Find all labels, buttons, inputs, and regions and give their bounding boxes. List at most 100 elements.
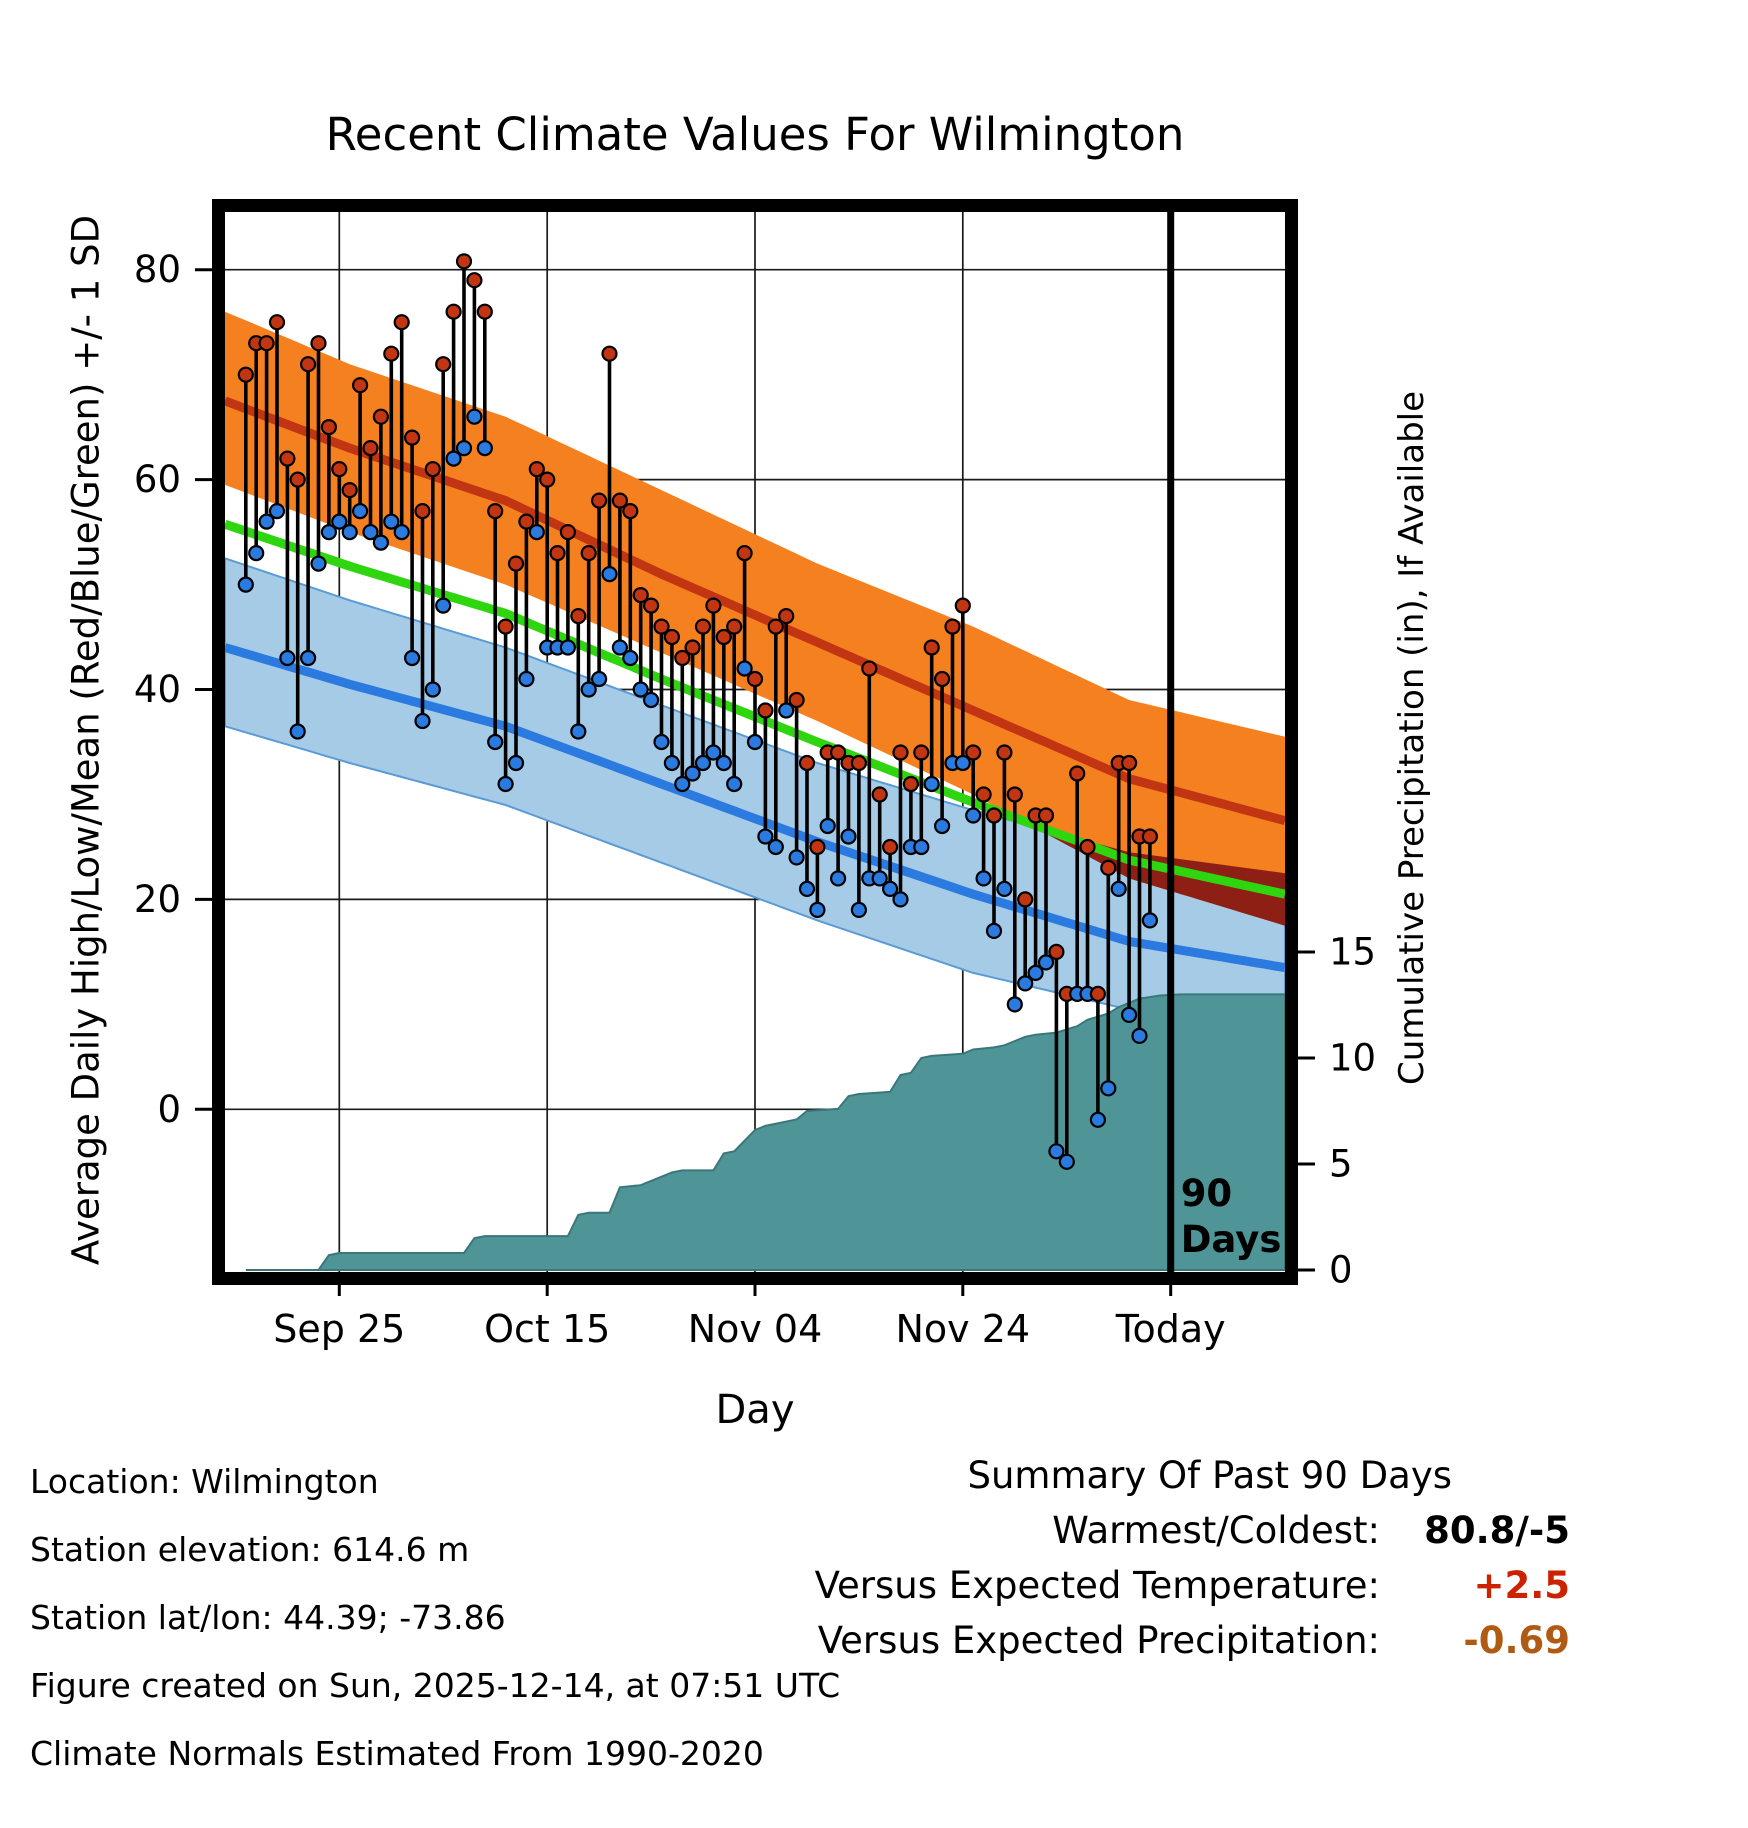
daily-high-marker	[767, 618, 784, 635]
daily-low-marker	[268, 503, 286, 520]
daily-high-marker	[487, 503, 504, 520]
daily-high-marker	[726, 618, 743, 635]
daily-low-marker	[923, 775, 940, 793]
daily-low-marker	[1089, 1111, 1107, 1128]
daily-low-marker	[570, 723, 587, 740]
daily-high-marker	[455, 253, 473, 270]
daily-high-marker	[622, 503, 639, 520]
period-label-90: 90	[1181, 1172, 1233, 1215]
daily-high-marker	[1089, 985, 1107, 1003]
summary-panel: Summary Of Past 90 Days Warmest/Coldest:…	[770, 1448, 1570, 1668]
daily-high-marker	[1141, 828, 1159, 845]
daily-high-marker	[809, 838, 826, 856]
daily-low-marker	[476, 440, 493, 457]
daily-low-marker	[404, 649, 421, 667]
daily-high-marker	[414, 503, 431, 520]
daily-low-marker	[1037, 954, 1055, 971]
daily-low-marker	[455, 440, 473, 457]
daily-high-marker	[404, 429, 421, 446]
daily-high-marker	[944, 618, 961, 635]
daily-low-marker	[726, 775, 743, 793]
daily-high-marker	[528, 461, 545, 478]
daily-high-marker	[289, 471, 306, 488]
y-axis-right-label: Cumulative Precipitation (in), If Availa…	[1392, 390, 1432, 1086]
summary-heading: Summary Of Past 90 Days	[967, 1454, 1452, 1497]
daily-low-marker	[300, 649, 317, 667]
daily-high-marker	[861, 660, 878, 677]
daily-high-marker	[466, 272, 483, 289]
daily-low-marker	[341, 523, 358, 541]
y-axis-left-label: Average Daily High/Low/Mean (Red/Blue/Gr…	[64, 214, 108, 1266]
daily-high-marker	[736, 544, 753, 562]
y-right-tick-label: 0	[1329, 1249, 1353, 1292]
daily-low-marker	[497, 775, 514, 793]
daily-high-marker	[435, 356, 452, 373]
daily-high-marker	[539, 471, 556, 488]
daily-low-marker	[798, 880, 816, 898]
summary-row-vs-precipitation: Versus Expected Precipitation: -0.69	[770, 1613, 1570, 1668]
daily-low-marker	[840, 828, 857, 845]
daily-low-marker	[414, 712, 431, 730]
daily-low-marker	[248, 544, 265, 562]
metadata-latlon: Station lat/lon: 44.39; -73.86	[30, 1598, 506, 1637]
daily-high-marker	[590, 492, 608, 509]
daily-high-marker	[798, 754, 816, 772]
daily-low-marker	[289, 723, 306, 740]
daily-low-marker	[694, 754, 712, 772]
y-right-tick-label: 10	[1329, 1037, 1376, 1080]
daily-high-marker	[684, 639, 701, 656]
summary-row-vs-temperature: Versus Expected Temperature: +2.5	[770, 1558, 1570, 1613]
daily-high-marker	[362, 440, 379, 457]
daily-high-marker	[705, 597, 722, 614]
daily-high-marker	[954, 597, 971, 614]
daily-high-marker	[549, 544, 566, 562]
daily-low-marker	[258, 513, 275, 530]
daily-high-marker	[372, 408, 389, 425]
daily-high-marker	[892, 744, 909, 761]
daily-low-marker	[663, 754, 681, 772]
daily-low-marker	[871, 870, 888, 887]
metadata-elevation: Station elevation: 614.6 m	[30, 1530, 470, 1569]
y-left-tick-label: 40	[134, 668, 181, 711]
daily-low-marker	[996, 880, 1013, 898]
daily-high-marker	[310, 335, 327, 352]
y-left-tick-label: 0	[157, 1088, 181, 1131]
daily-high-marker	[383, 345, 400, 362]
daily-low-marker	[580, 681, 597, 698]
daily-low-marker	[611, 639, 629, 656]
daily-low-marker	[445, 450, 462, 467]
daily-high-marker	[715, 628, 732, 646]
x-tick-label: Nov 04	[688, 1307, 823, 1351]
y-right-tick-label: 5	[1329, 1143, 1353, 1186]
figure-metadata: Location: Wilmington Station elevation: …	[30, 1448, 840, 1788]
daily-low-marker	[850, 901, 868, 919]
daily-low-marker	[352, 503, 369, 520]
daily-low-marker	[1058, 1153, 1075, 1170]
daily-low-marker	[487, 733, 504, 751]
daily-low-marker	[933, 817, 951, 835]
daily-low-marker	[590, 670, 608, 688]
daily-low-marker	[1131, 1027, 1148, 1045]
chart-title: Recent Climate Values For Wilmington	[325, 108, 1185, 161]
daily-high-marker	[1017, 891, 1034, 908]
daily-low-marker	[424, 681, 441, 698]
daily-high-marker	[559, 523, 577, 541]
daily-high-marker	[902, 775, 920, 793]
summary-row-label: Warmest/Coldest:	[1052, 1509, 1380, 1552]
daily-high-marker	[1006, 786, 1023, 803]
daily-low-marker	[435, 597, 452, 614]
daily-low-marker	[393, 523, 410, 541]
daily-high-marker	[829, 744, 847, 761]
daily-high-marker	[258, 335, 275, 352]
daily-high-marker	[393, 314, 410, 331]
y-left-tick-label: 60	[134, 458, 181, 501]
daily-low-marker	[767, 838, 784, 856]
summary-row-value: 80.8/-5	[1424, 1509, 1570, 1552]
daily-low-marker	[715, 754, 732, 772]
daily-low-marker	[757, 828, 774, 845]
x-tick-label: Sep 25	[273, 1307, 405, 1351]
daily-low-marker	[829, 870, 847, 887]
daily-high-marker	[300, 356, 317, 373]
daily-high-marker	[445, 303, 462, 320]
